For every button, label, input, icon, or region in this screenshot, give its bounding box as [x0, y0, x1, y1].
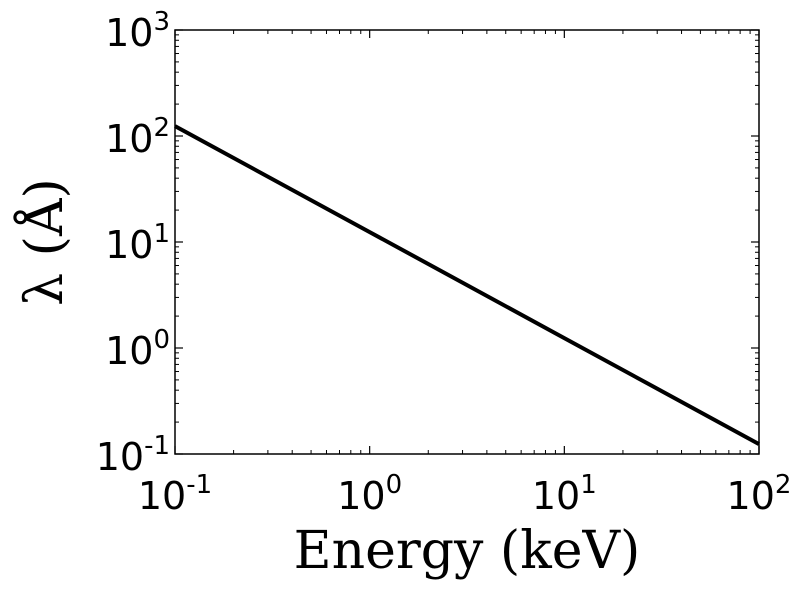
y-tick-labels: 10-1 100 101 102 103 [96, 7, 170, 479]
x-tick-label: 10-1 [138, 470, 212, 518]
x-tick-label: 100 [337, 470, 402, 518]
y-axis-label: λ (Å) [13, 178, 75, 306]
y-tick-label: 101 [105, 219, 170, 267]
x-tick-label: 101 [532, 470, 597, 518]
minor-ticks [175, 30, 759, 454]
x-tick-labels: 10-1 100 101 102 [138, 470, 792, 518]
x-axis-label: Energy (keV) [294, 521, 641, 581]
plot-frame [174, 29, 760, 455]
y-tick-label: 100 [105, 325, 170, 373]
y-tick-label: 102 [105, 113, 170, 161]
x-tick-label: 102 [727, 470, 792, 518]
y-tick-label: 10-1 [96, 431, 170, 479]
data-line-series [174, 124, 760, 446]
y-tick-label: 103 [105, 7, 170, 55]
major-ticks [174, 29, 760, 455]
